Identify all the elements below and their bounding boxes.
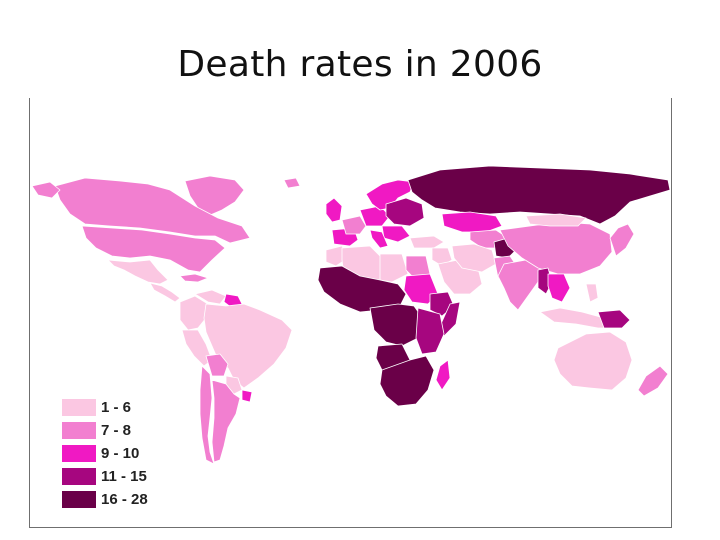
country-new-zealand <box>637 365 669 397</box>
country-mongolia <box>525 213 587 227</box>
legend-label: 7 - 8 <box>101 422 132 439</box>
country-libya <box>379 253 409 283</box>
legend-swatch <box>62 399 96 416</box>
legend-swatch <box>62 422 96 439</box>
country-sudan <box>403 273 439 305</box>
map-frame: 1 - 6 7 - 8 9 - 10 11 - 15 16 - 28 <box>29 98 672 528</box>
country-scandinavia <box>365 179 415 211</box>
country-korea-japan <box>609 223 635 257</box>
country-bolivia <box>205 353 229 377</box>
country-italy <box>369 229 389 249</box>
world-map <box>31 165 671 465</box>
legend-swatch <box>62 445 96 462</box>
slide-title: Death rates in 2006 <box>177 44 543 85</box>
country-india <box>497 259 543 311</box>
legend-label: 16 - 28 <box>101 491 148 508</box>
country-eastern-europe <box>385 197 425 227</box>
country-chile <box>199 365 215 465</box>
country-mexico <box>107 259 169 285</box>
country-iceland <box>283 177 301 189</box>
country-philippines <box>585 283 599 303</box>
country-east-africa <box>415 307 445 355</box>
country-se-asia <box>547 273 571 303</box>
legend-item: 7 - 8 <box>62 419 148 442</box>
legend: 1 - 6 7 - 8 9 - 10 11 - 15 16 - 28 <box>62 396 148 511</box>
country-iran <box>451 243 497 273</box>
country-balkans <box>381 225 411 243</box>
country-caribbean <box>179 273 209 283</box>
country-australia <box>553 331 633 391</box>
country-uruguay <box>241 389 253 403</box>
country-argentina <box>211 379 241 463</box>
country-russia <box>407 165 671 225</box>
country-uk-ireland <box>325 197 343 223</box>
legend-label: 11 - 15 <box>101 468 147 485</box>
country-canada <box>54 177 251 244</box>
legend-item: 16 - 28 <box>62 488 148 511</box>
country-venezuela <box>194 289 227 305</box>
country-central-africa <box>369 303 425 347</box>
country-png <box>597 309 631 329</box>
legend-label: 9 - 10 <box>101 445 140 462</box>
country-alaska <box>31 181 61 199</box>
country-france <box>341 215 367 235</box>
country-southern-africa <box>379 355 435 407</box>
country-turkey <box>409 235 445 249</box>
country-usa <box>81 225 226 273</box>
legend-item: 1 - 6 <box>62 396 148 419</box>
country-madagascar <box>435 359 451 391</box>
country-greenland <box>184 175 245 217</box>
country-central-america <box>149 282 181 303</box>
legend-item: 9 - 10 <box>62 442 148 465</box>
legend-label: 1 - 6 <box>101 399 132 416</box>
country-colombia-ecuador <box>179 295 209 331</box>
legend-swatch <box>62 468 96 485</box>
country-kazakhstan <box>441 211 503 233</box>
legend-swatch <box>62 491 96 508</box>
country-brazil <box>203 303 293 389</box>
legend-item: 11 - 15 <box>62 465 148 488</box>
